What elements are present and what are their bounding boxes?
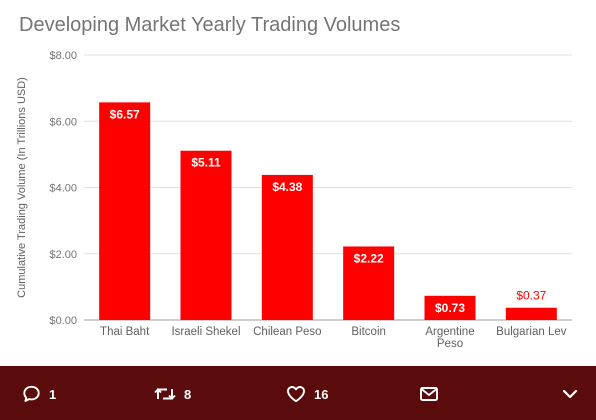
reply-button[interactable]: 1 — [22, 385, 56, 403]
like-button[interactable]: 16 — [286, 385, 328, 403]
data-label: $0.37 — [516, 289, 546, 303]
bar-chart: $0.00 $2.00 $4.00 $6.00 $8.00 Cumulative Trad… — [16, 50, 572, 350]
heart-icon — [286, 385, 306, 403]
direct-message-button[interactable] — [419, 385, 439, 403]
x-tick-label: Bulgarian Lev — [496, 326, 567, 338]
chevron-down-icon — [561, 385, 579, 403]
x-tick-label: Peso — [437, 338, 463, 350]
y-tick-label: $2.00 — [49, 249, 77, 261]
x-tick-label: Bitcoin — [351, 326, 386, 338]
bar — [180, 150, 232, 320]
chart-card: Developing Market Yearly Trading Volumes… — [16, 14, 572, 350]
chart-title: Developing Market Yearly Trading Volumes — [19, 14, 401, 36]
envelope-icon — [419, 385, 439, 403]
bar — [343, 246, 395, 320]
x-tick-label: Israeli Shekel — [171, 326, 240, 338]
y-tick-label: $4.00 — [49, 183, 77, 195]
retweet-button[interactable]: 8 — [154, 385, 191, 403]
speech-bubble-icon — [22, 385, 41, 403]
data-label: $6.57 — [110, 107, 140, 121]
bar — [505, 307, 557, 320]
retweet-icon — [154, 385, 176, 403]
data-label: $4.38 — [272, 180, 302, 194]
retweet-count: 8 — [184, 386, 192, 402]
data-label: $0.73 — [435, 301, 465, 315]
bar — [261, 174, 313, 320]
like-count: 16 — [314, 386, 329, 402]
x-tick-label: Argentine — [425, 326, 474, 338]
bar — [424, 295, 476, 320]
data-label: $5.11 — [191, 156, 221, 170]
data-label: $2.22 — [354, 251, 384, 265]
x-tick-label: Chilean Peso — [253, 326, 321, 338]
bar — [99, 102, 151, 321]
more-options-button[interactable] — [561, 385, 579, 403]
y-axis-title: Cumulative Trading Volume (In Trillions … — [16, 77, 28, 298]
x-tick-label: Thai Baht — [100, 326, 150, 338]
reply-count: 1 — [49, 386, 57, 402]
y-tick-label: $0.00 — [49, 315, 77, 327]
y-tick-label: $8.00 — [49, 50, 77, 62]
tweet-action-bar: 1 8 16 — [0, 366, 596, 420]
y-tick-label: $6.00 — [49, 116, 77, 128]
